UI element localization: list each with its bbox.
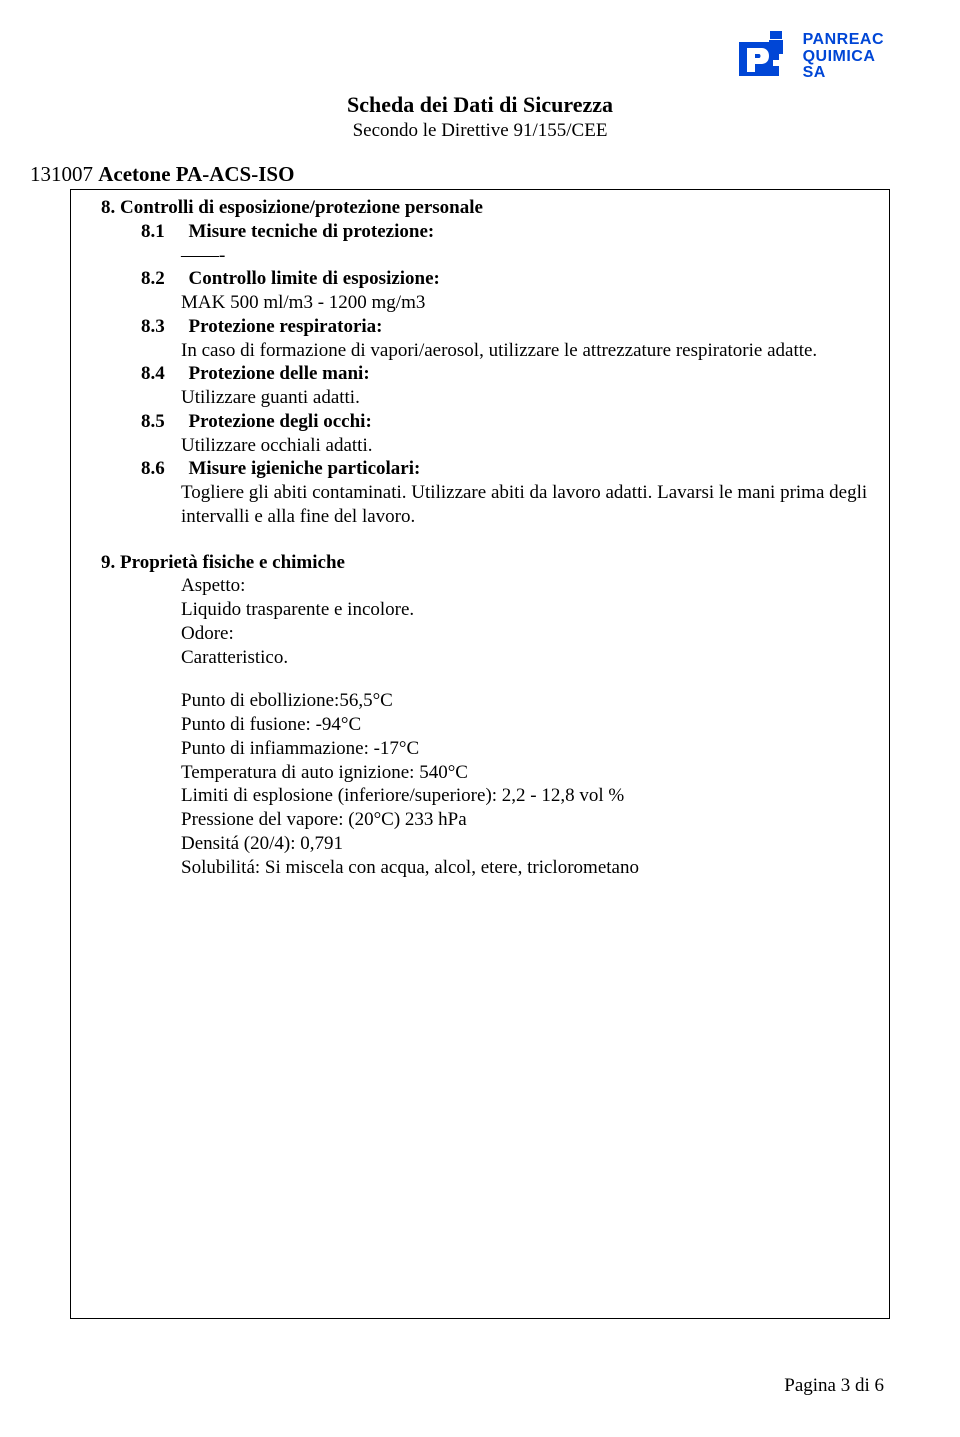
sub-num: 8.3 [141,316,165,337]
section-9-odore-label: Odore: [181,622,883,646]
sub-label: Protezione delle mani: [189,363,370,384]
prop-solubility: Solubilitá: Si miscela con acqua, alcol,… [181,856,883,880]
section-9-aspetto-value: Liquido trasparente e incolore. [181,598,883,622]
section-8-title: 8. Controlli di esposizione/protezione p… [101,196,883,220]
section-8-3: 8.3 Protezione respiratoria: [141,315,883,339]
prop-autoignition: Temperatura di auto ignizione: 540°C [181,761,883,785]
sub-label: Controllo limite di esposizione: [189,268,440,289]
sub-label: Misure igieniche particolari: [189,458,421,479]
section-8-1-body: ——- [181,244,883,268]
product-code: 131007 [30,162,93,186]
sub-num: 8.6 [141,458,165,479]
prop-fusion: Punto di fusione: -94°C [181,713,883,737]
logo-line2: QUIMICA [803,49,884,66]
section-8-2-body: MAK 500 ml/m3 - 1200 mg/m3 [181,291,883,315]
prop-flash: Punto di infiammazione: -17°C [181,737,883,761]
section-8-4-body: Utilizzare guanti adatti. [181,386,883,410]
section-8-5: 8.5 Protezione degli occhi: [141,410,883,434]
prop-boiling: Punto di ebollizione:56,5°C [181,689,883,713]
prop-vapor: Pressione del vapore: (20°C) 233 hPa [181,808,883,832]
section-8-3-body: In caso di formazione di vapori/aerosol,… [181,339,883,363]
section-8-5-body: Utilizzare occhiali adatti. [181,434,883,458]
logo-row: PANREAC QUIMICA SA [739,30,884,84]
section-8-1: 8.1 Misure tecniche di protezione: [141,220,883,244]
section-8-6-body: Togliere gli abiti contaminati. Utilizza… [181,481,883,529]
product-line: 131007 Acetone PA-ACS-ISO [30,162,890,187]
logo-mark [739,30,797,84]
section-9-odore-value: Caratteristico. [181,646,883,670]
brand-logo: PANREAC QUIMICA SA [739,30,884,84]
prop-explosion: Limiti di esplosione (inferiore/superior… [181,784,883,808]
document-subtitle: Secondo le Direttive 91/155/CEE [70,120,890,142]
section-8-2: 8.2 Controllo limite di esposizione: [141,267,883,291]
product-name: Acetone PA-ACS-ISO [98,162,294,186]
sub-label: Protezione respiratoria: [189,316,383,337]
section-8-6: 8.6 Misure igieniche particolari: [141,457,883,481]
spacer [77,529,883,549]
page: PANREAC QUIMICA SA Scheda dei Dati di Si… [0,0,960,1437]
sub-label: Protezione degli occhi: [189,411,372,432]
document-header: Scheda dei Dati di Sicurezza Secondo le … [70,92,890,142]
sub-num: 8.5 [141,411,165,432]
sub-num: 8.2 [141,268,165,289]
section-9-aspetto-label: Aspetto: [181,574,883,598]
sub-num: 8.1 [141,221,165,242]
logo-line1: PANREAC [803,32,884,49]
content-box: 8. Controlli di esposizione/protezione p… [70,189,890,1319]
logo-text: PANREAC QUIMICA SA [803,32,884,82]
logo-line3: SA [803,65,884,82]
document-title: Scheda dei Dati di Sicurezza [70,92,890,118]
sub-label: Misure tecniche di protezione: [189,221,435,242]
section-8-4: 8.4 Protezione delle mani: [141,362,883,386]
page-footer: Pagina 3 di 6 [784,1375,884,1397]
section-9-title: 9. Proprietà fisiche e chimiche [101,551,883,575]
sub-num: 8.4 [141,363,165,384]
spacer [77,669,883,689]
prop-density: Densitá (20/4): 0,791 [181,832,883,856]
